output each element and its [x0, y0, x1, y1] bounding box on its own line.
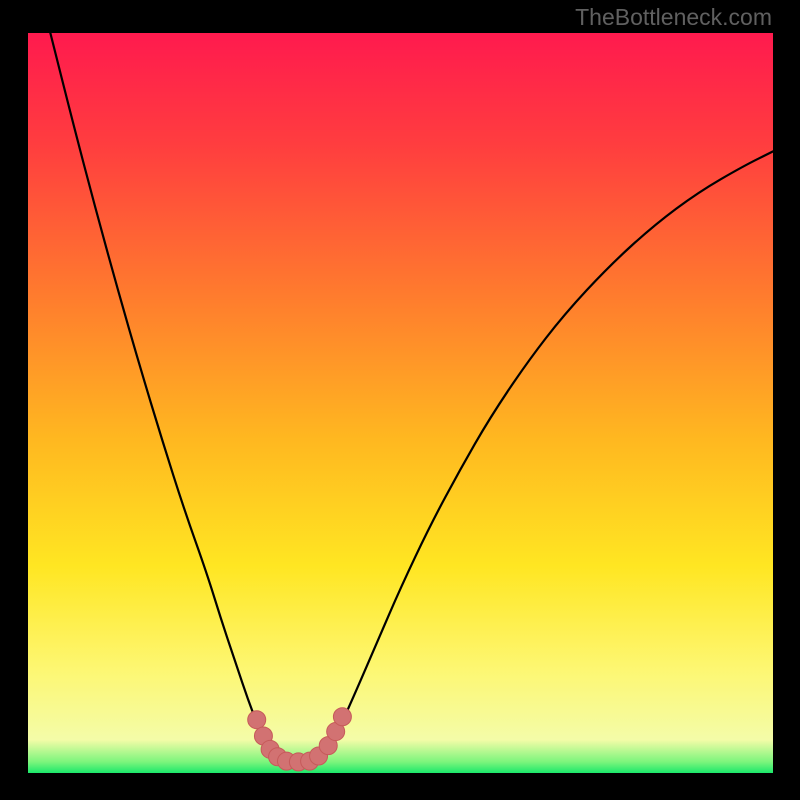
curve-marker-series — [28, 33, 773, 773]
chart-frame: TheBottleneck.com — [0, 0, 800, 800]
watermark-text: TheBottleneck.com — [575, 4, 772, 31]
curve-marker — [248, 711, 266, 729]
curve-marker — [333, 708, 351, 726]
plot-area — [28, 33, 773, 773]
